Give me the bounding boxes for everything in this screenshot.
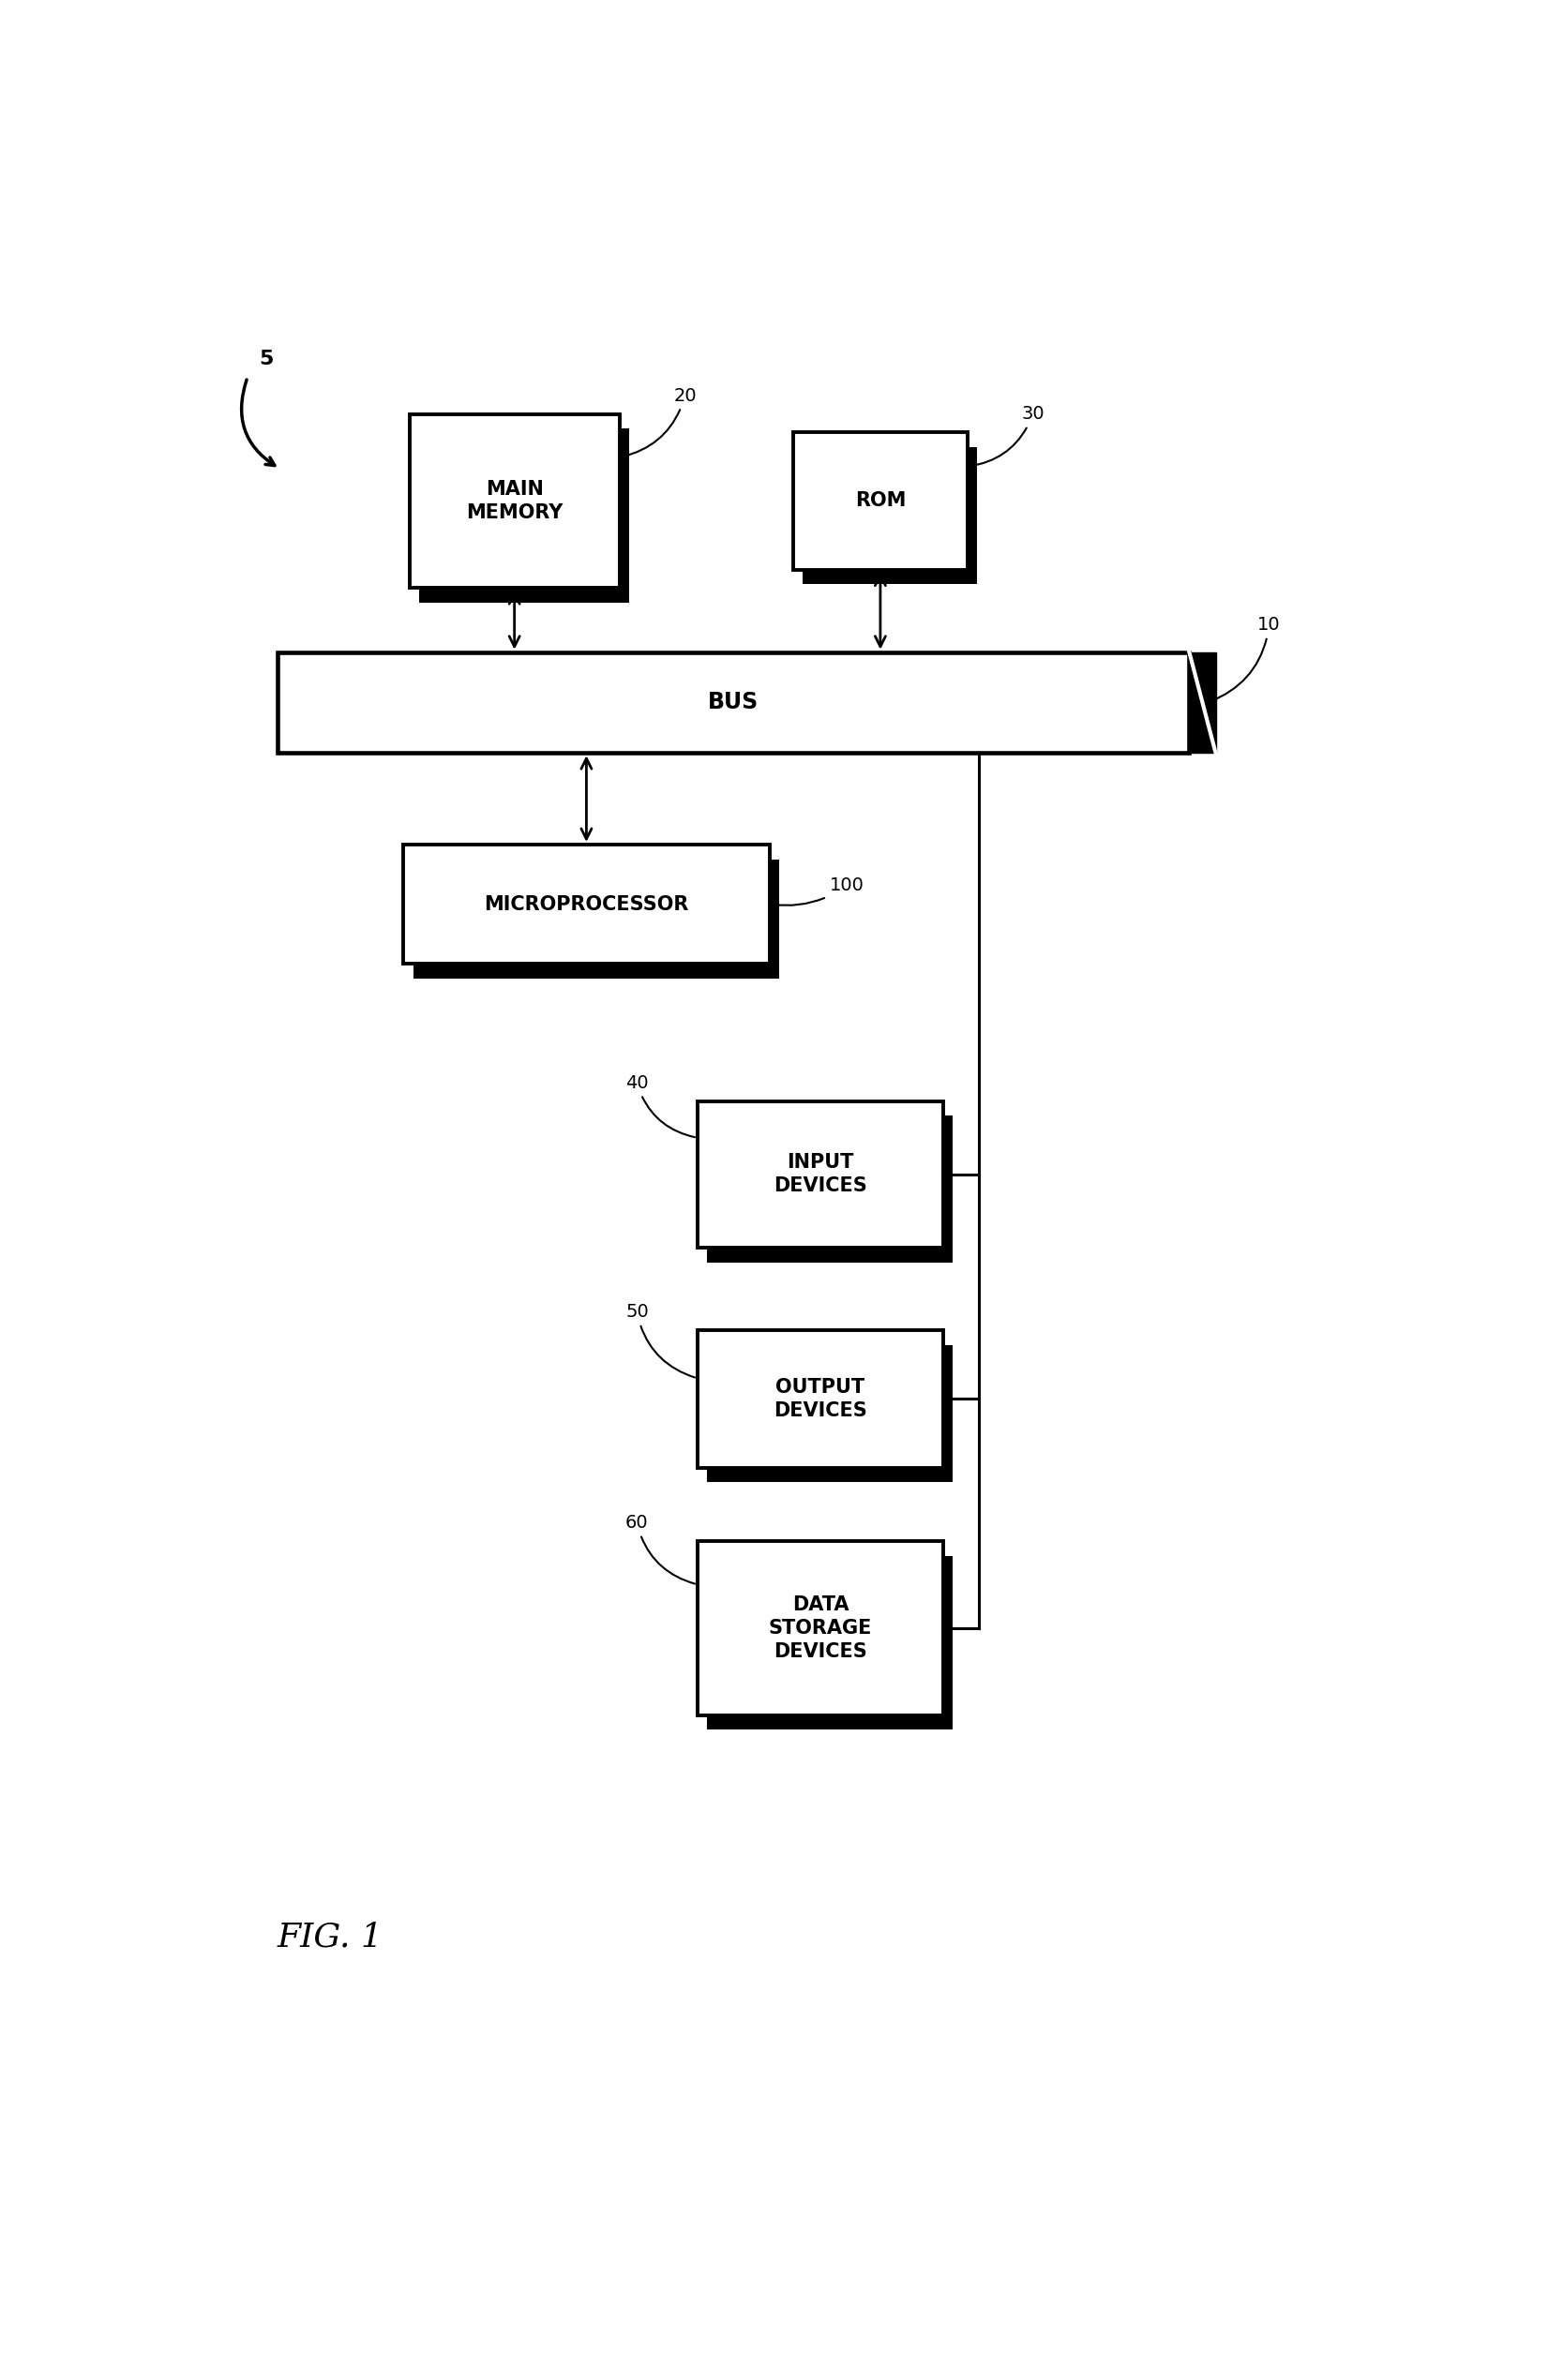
Text: 30: 30 [971, 405, 1045, 466]
Text: 5: 5 [260, 350, 274, 369]
Bar [697, 1102, 943, 1247]
Text: INPUT
DEVICES: INPUT DEVICES [774, 1154, 867, 1195]
Text: 50: 50 [625, 1304, 695, 1378]
Bar [413, 859, 779, 978]
Bar [409, 414, 619, 588]
Text: MICROPROCESSOR: MICROPROCESSOR [485, 895, 689, 914]
Text: 60: 60 [625, 1514, 695, 1583]
Text: FIG. 1: FIG. 1 [277, 1921, 384, 1954]
Bar [707, 1345, 954, 1483]
Text: MAIN
MEMORY: MAIN MEMORY [466, 481, 563, 521]
Text: 40: 40 [625, 1073, 695, 1138]
Text: DATA
STORAGE
DEVICES: DATA STORAGE DEVICES [769, 1595, 872, 1661]
Bar [707, 1116, 954, 1261]
Bar [420, 428, 628, 602]
Text: 20: 20 [622, 388, 697, 457]
Bar [707, 1557, 954, 1730]
Bar [697, 1330, 943, 1468]
Text: 10: 10 [1211, 616, 1280, 702]
Text: 100: 100 [772, 876, 864, 904]
Bar [697, 1540, 943, 1716]
Text: OUTPUT
DEVICES: OUTPUT DEVICES [774, 1378, 867, 1421]
Text: ROM: ROM [854, 493, 906, 509]
Bar [793, 433, 968, 569]
Polygon shape [1189, 652, 1215, 752]
Text: BUS: BUS [707, 690, 759, 714]
Bar [277, 652, 1189, 752]
Bar [803, 447, 977, 585]
Bar [404, 845, 769, 964]
